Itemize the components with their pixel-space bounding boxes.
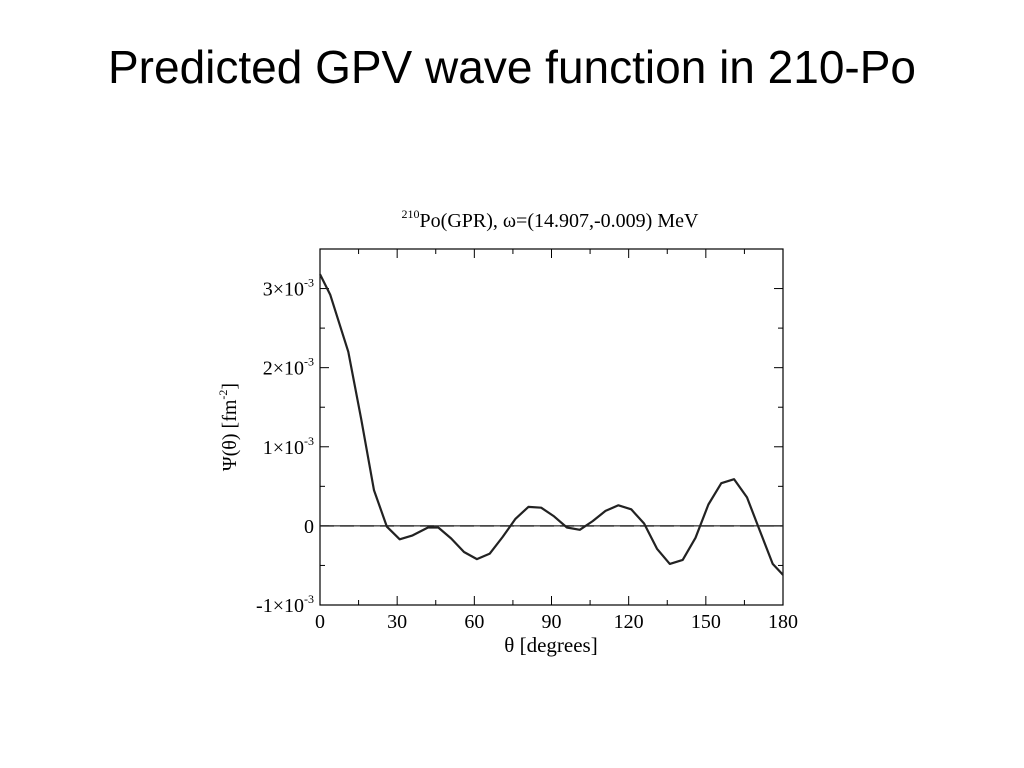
chart-title-main: Po(GPR), ω=(14.907,-0.009) MeV	[420, 210, 699, 232]
y-tick-label-sup: -3	[304, 592, 314, 606]
y-tick-label-main: 0	[304, 516, 314, 538]
y-tick-label: 2×10-3	[263, 355, 314, 380]
x-tick-label: 30	[387, 611, 407, 633]
slide-title: Predicted GPV wave function in 210-Po	[107, 41, 916, 93]
y-axis-ticks: -1×10-301×10-32×10-33×10-3	[256, 276, 783, 617]
x-tick-label: 180	[768, 611, 798, 633]
y-tick-label-main: 3×10	[263, 279, 304, 301]
y-tick-label-main: 1×10	[263, 437, 304, 459]
x-tick-label: 150	[691, 611, 721, 633]
chart-title-sup: 210	[402, 207, 420, 221]
y-tick-label-sup: -3	[304, 434, 314, 448]
y-axis-label: Ψ(θ) [fm-2]	[216, 383, 241, 471]
y-axis-label-main: Ψ(θ) [fm	[219, 399, 241, 471]
x-tick-label: 120	[614, 611, 644, 633]
y-axis-label-end: ]	[219, 383, 241, 390]
series-line-0-solid	[319, 273, 784, 576]
x-tick-label: 60	[464, 611, 484, 633]
y-tick-label: -1×10-3	[256, 592, 314, 617]
y-tick-label-sup: -3	[304, 276, 314, 290]
x-tick-label: 0	[315, 611, 325, 633]
y-tick-label-sup: -3	[304, 355, 314, 369]
y-tick-label-main: 2×10	[263, 358, 304, 380]
y-axis-label-sup: -2	[216, 390, 230, 400]
chart-title: 210Po(GPR), ω=(14.907,-0.009) MeV	[402, 207, 699, 232]
x-axis-ticks: 0 30 60 90 120 150 180	[315, 249, 798, 633]
y-tick-label: 1×10-3	[263, 434, 314, 459]
x-axis-label: θ [degrees]	[504, 633, 597, 657]
series-layer	[319, 273, 784, 576]
y-tick-label: 0	[304, 516, 314, 538]
y-tick-label: 3×10-3	[263, 276, 314, 301]
plot-frame	[319, 248, 784, 606]
x-tick-label: 90	[542, 611, 562, 633]
y-tick-label-main: -1×10	[256, 595, 304, 617]
